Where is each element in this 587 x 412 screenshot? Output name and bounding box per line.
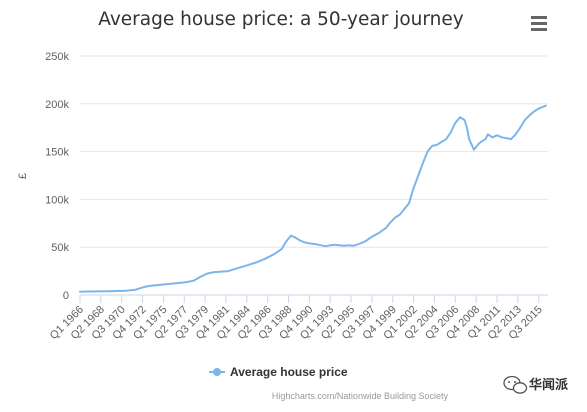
hamburger-menu-icon[interactable]: [531, 16, 547, 31]
y-tick-label: 0: [63, 290, 69, 302]
grid-lines: [80, 55, 548, 248]
y-tick-label: 100k: [45, 194, 69, 206]
legend-item-average-house-price[interactable]: Average house price: [230, 365, 348, 379]
chart-credits[interactable]: Highcharts.com/Nationwide Building Socie…: [272, 391, 449, 401]
watermark: 华闻派: [503, 375, 569, 394]
legend[interactable]: Average house price: [209, 365, 348, 379]
y-tick-label: 50k: [51, 242, 69, 254]
y-tick-label: 250k: [45, 51, 69, 63]
y-axis-ticks: 0 50k 100k 150k 200k 250k: [45, 51, 69, 302]
y-tick-label: 150k: [45, 147, 69, 159]
y-axis-title: £: [17, 173, 29, 179]
y-tick-label: 200k: [45, 99, 69, 111]
legend-marker[interactable]: [213, 368, 221, 376]
watermark-text: 华闻派: [529, 377, 569, 393]
series-group: [79, 104, 547, 293]
chart-title: Average house price: a 50-year journey: [98, 9, 464, 30]
wechat-icon: [503, 375, 528, 394]
series-line[interactable]: [79, 104, 547, 293]
chart-menu-button[interactable]: [525, 11, 553, 35]
